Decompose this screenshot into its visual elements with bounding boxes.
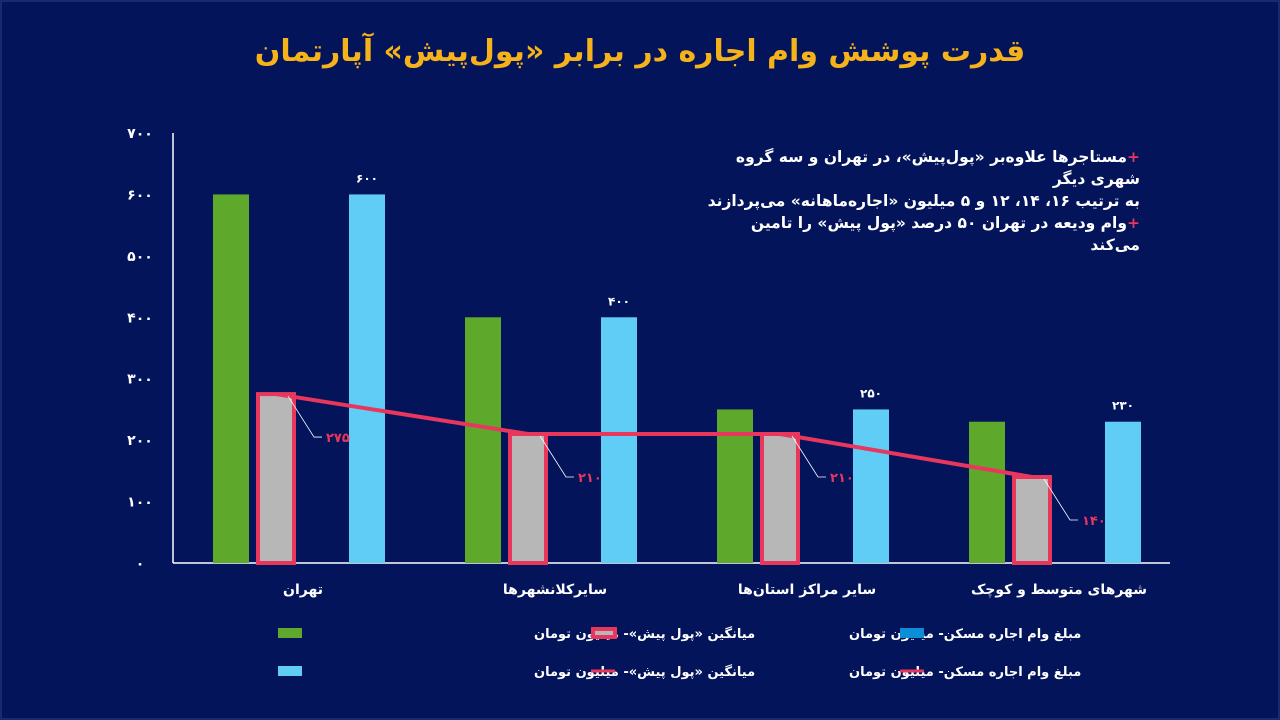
data-label-grey: ۱۴۰ [1082,514,1106,529]
bar-grey [256,392,296,566]
category-label: شهرهای متوسط و کوچک [971,582,1147,598]
y-tick-label: ۱۰۰ [127,495,153,511]
bar-light-blue [601,317,637,563]
legend-swatch [278,666,302,676]
bar-light-blue [1105,421,1141,563]
chart-annotation: +مستاجرها علاوه‌بر «پول‌پیش»، در تهران و… [700,146,1140,256]
y-tick-label: ۷۰۰ [127,126,153,142]
bar-grey [508,432,548,565]
legend-label: میانگین «پول پیش»- میلیون تومان [534,626,755,642]
y-tick-label: ۴۰۰ [127,310,153,326]
data-label-light-blue: ۶۰۰ [356,171,378,185]
data-label-light-blue: ۲۳۰ [1112,399,1134,413]
leader-line [1043,478,1078,521]
leader-line [791,435,826,478]
data-label-light-blue: ۲۵۰ [860,386,882,400]
legend-label: میانگین «پول پیش»- میلیون تومان [534,664,755,680]
leader-line [539,435,574,478]
note-line-2: به ترتیب ۱۶، ۱۴، ۱۲ و ۵ میلیون «اجاره‌ما… [707,192,1140,210]
leader-line [287,395,322,438]
data-label-grey: ۲۱۰ [578,471,602,486]
legend-swatch [278,628,302,638]
bar-green [213,194,249,563]
category-label: سایر مراکز استان‌ها [738,582,876,598]
chart-title: قدرت پوشش وام اجاره در برابر «پول‌پیش» آ… [254,34,1026,69]
data-label-grey: ۲۷۵ [326,431,350,446]
bar-green [465,317,501,563]
y-tick-label: ۲۰۰ [127,433,153,449]
legend-swatch [591,627,617,639]
data-label-grey: ۲۱۰ [830,471,854,486]
note-line-1: +مستاجرها علاوه‌بر «پول‌پیش»، در تهران و… [735,148,1140,188]
category-label: سایرکلانشهرها [503,582,607,598]
legend-label: مبلغ وام اجاره مسکن- میلیون تومان [849,665,1081,680]
legend-label: مبلغ وام اجاره مسکن- میلیون تومان [849,627,1081,642]
note-line-3: +وام ودیعه در تهران ۵۰ درصد «پول پیش» را… [750,214,1140,254]
y-tick-label: ۶۰۰ [127,187,153,203]
bar-grey [1012,475,1052,565]
bar-light-blue [853,409,889,563]
bar-light-blue [349,194,385,563]
y-tick-label: ۰ [136,556,145,572]
data-label-light-blue: ۴۰۰ [608,294,630,308]
line-series [275,392,1033,479]
bar-grey [760,432,800,565]
bar-green [969,421,1005,563]
legend-swatch [900,628,924,638]
y-tick-label: ۳۰۰ [127,372,153,388]
category-label: تهران [283,582,323,598]
y-tick-label: ۵۰۰ [127,249,153,265]
